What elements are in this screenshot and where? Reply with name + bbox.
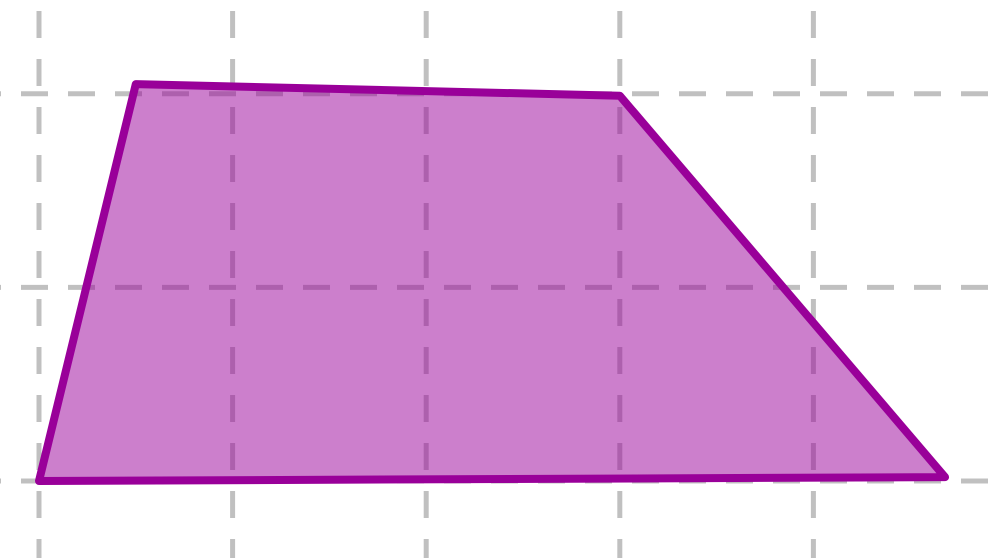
- quadrilateral: [35, 80, 950, 485]
